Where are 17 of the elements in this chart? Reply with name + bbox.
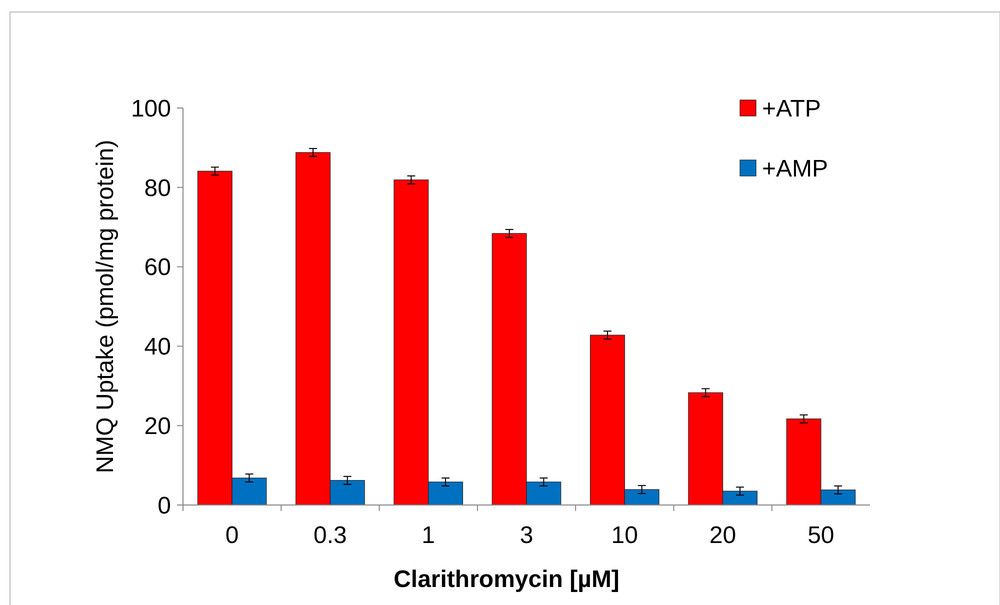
x-tick-label: 0.3 [314, 522, 347, 549]
legend-label: +ATP [762, 95, 821, 122]
x-tick-label: 3 [520, 522, 534, 549]
x-tick-label: 10 [611, 522, 638, 549]
x-tick-label: 1 [422, 522, 436, 549]
legend-label: +AMP [762, 155, 828, 182]
x-axis-title: Clarithromycin [µM] [394, 566, 620, 593]
y-tick-label: 100 [130, 95, 171, 122]
y-tick-label: 20 [144, 413, 171, 440]
y-tick-label: 60 [144, 254, 171, 282]
y-tick-label: 40 [144, 334, 171, 361]
x-tick-label: 0 [225, 522, 239, 549]
y-tick-label: 80 [144, 174, 171, 202]
y-axis-title: NMQ Uptake (pmol/mg protein) [92, 140, 119, 474]
x-tick-label: 20 [709, 522, 736, 549]
x-tick-label: 50 [808, 522, 834, 549]
y-tick-label: 0 [158, 492, 171, 520]
